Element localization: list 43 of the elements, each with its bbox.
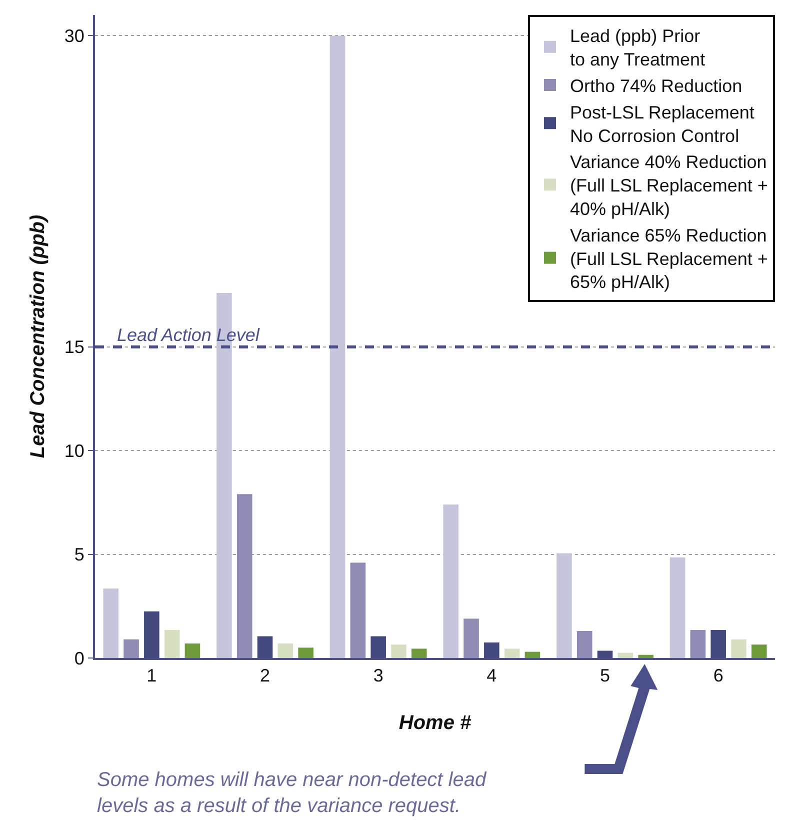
bar (391, 644, 406, 658)
x-tick-label: 6 (713, 666, 724, 686)
bar (731, 639, 746, 658)
text: Some homes will have near non-detect lead levels as a result of the variance request. (97, 769, 487, 817)
x-tick-label: 1 (146, 666, 157, 686)
legend-label: Post-LSL Replacement No Corrosion Control (570, 102, 754, 146)
y-tick-label: 0 (74, 648, 84, 668)
bar (103, 588, 119, 658)
bar (411, 648, 427, 658)
bar (504, 648, 520, 658)
bar (443, 504, 459, 658)
legend-label: Variance 40% Reduction (Full LSL Replacement + 40% pH/Alk) (570, 152, 768, 220)
y-tick-label: 15 (64, 337, 84, 358)
x-tick-label: 5 (600, 666, 610, 686)
bar (556, 553, 572, 658)
bar (184, 643, 200, 658)
bar (278, 643, 294, 658)
x-tick-label: 2 (260, 666, 270, 686)
y-tick-label: 5 (74, 544, 84, 565)
y-tick-label: 10 (64, 440, 84, 461)
x-tick-label: 4 (486, 666, 497, 686)
y-tick-label: 30 (64, 26, 84, 46)
bar (638, 654, 654, 658)
legend-label: Lead (ppb) Prior to any Treatment (570, 26, 706, 70)
bar (690, 630, 706, 658)
bar (618, 652, 634, 658)
bar (330, 36, 346, 658)
bar (576, 631, 592, 658)
bar (236, 494, 252, 658)
ref-line-label: Lead Action Level (117, 325, 260, 345)
legend-label: Ortho 74% Reduction (570, 76, 742, 96)
bar (464, 618, 479, 658)
legend-label: Variance 65% Reduction (Full LSL Replacement + 65% pH/Alk) (570, 225, 768, 292)
x-axis-title: Home # (398, 712, 472, 734)
bar (164, 630, 180, 658)
y-axis-title: Lead Concentration (ppb) (27, 214, 49, 458)
x-tick-label: 3 (373, 666, 384, 686)
bar (524, 652, 540, 658)
bar (350, 562, 366, 658)
bar (124, 639, 139, 658)
bar (670, 557, 686, 658)
bar (298, 648, 314, 658)
bar (751, 644, 767, 658)
